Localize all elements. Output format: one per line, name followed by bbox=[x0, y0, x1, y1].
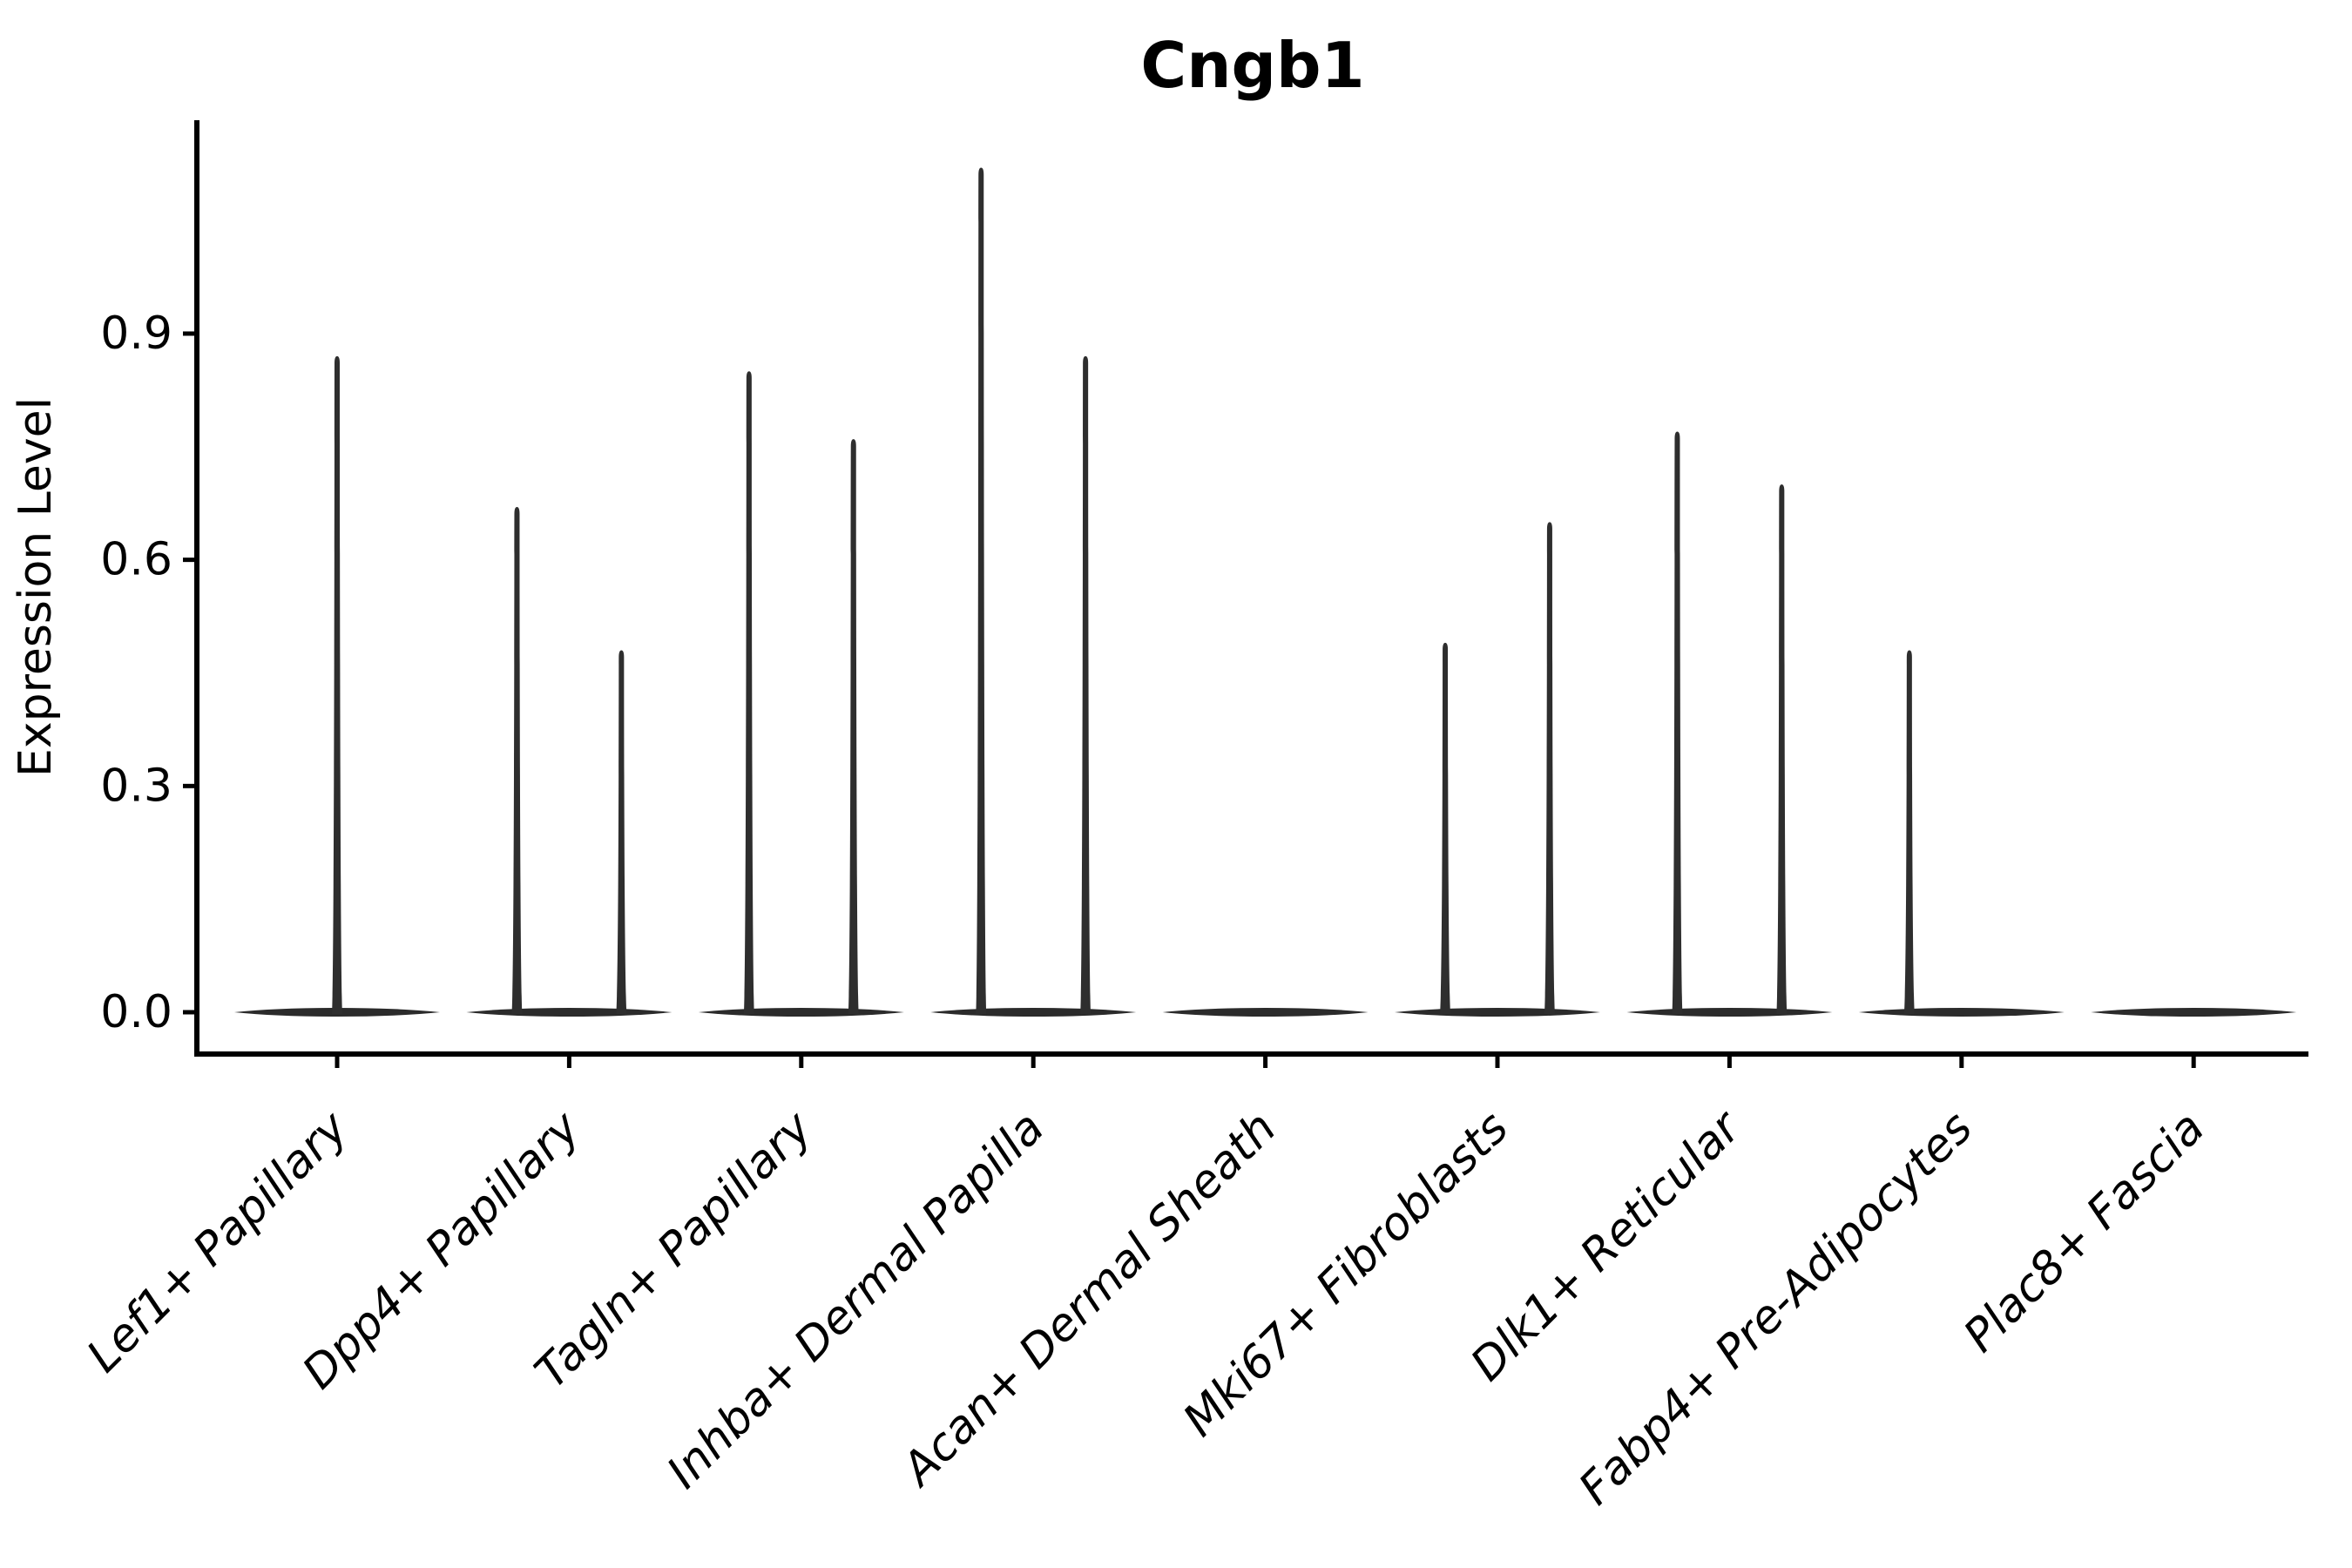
violin-spike bbox=[1776, 484, 1788, 1014]
violin-body bbox=[1626, 1008, 1833, 1017]
violin-spike bbox=[1903, 650, 1915, 1014]
violin-body bbox=[466, 1008, 672, 1017]
violin-spike bbox=[976, 167, 987, 1014]
violin-body bbox=[2091, 1008, 2297, 1017]
x-tick-label: Acan+ Dermal Sheath bbox=[891, 1102, 1287, 1497]
violin-spike bbox=[511, 507, 523, 1014]
violin-spike bbox=[616, 650, 627, 1014]
violin-body bbox=[1162, 1008, 1369, 1017]
violin-spike bbox=[1440, 642, 1451, 1014]
y-tick-label: 0.3 bbox=[100, 760, 172, 812]
violins-layer bbox=[234, 167, 2297, 1017]
violin-spike bbox=[743, 371, 754, 1014]
y-tick-label: 0.6 bbox=[100, 534, 172, 586]
violin-body bbox=[1858, 1008, 2065, 1017]
y-tick-label: 0.9 bbox=[100, 308, 172, 360]
x-tick-label: Inhba+ Dermal Papilla bbox=[658, 1102, 1055, 1499]
violin-spike bbox=[848, 439, 859, 1014]
y-axis-label: Expression Level bbox=[10, 397, 62, 777]
violin-body bbox=[1395, 1008, 1600, 1017]
violin-body bbox=[930, 1008, 1137, 1017]
violin-spike bbox=[1672, 431, 1683, 1014]
plot-title: Cngb1 bbox=[1140, 29, 1364, 102]
violin-spike bbox=[1544, 522, 1555, 1014]
y-tick-label: 0.0 bbox=[100, 986, 172, 1038]
violin-spike bbox=[332, 355, 342, 1015]
x-tick-label: Fabp4+ Pre-Adipocytes bbox=[1569, 1102, 1983, 1516]
violin-spike bbox=[1080, 355, 1092, 1015]
violin-body bbox=[698, 1008, 904, 1017]
x-tick-label: Plac8+ Fascia bbox=[1954, 1102, 2214, 1362]
